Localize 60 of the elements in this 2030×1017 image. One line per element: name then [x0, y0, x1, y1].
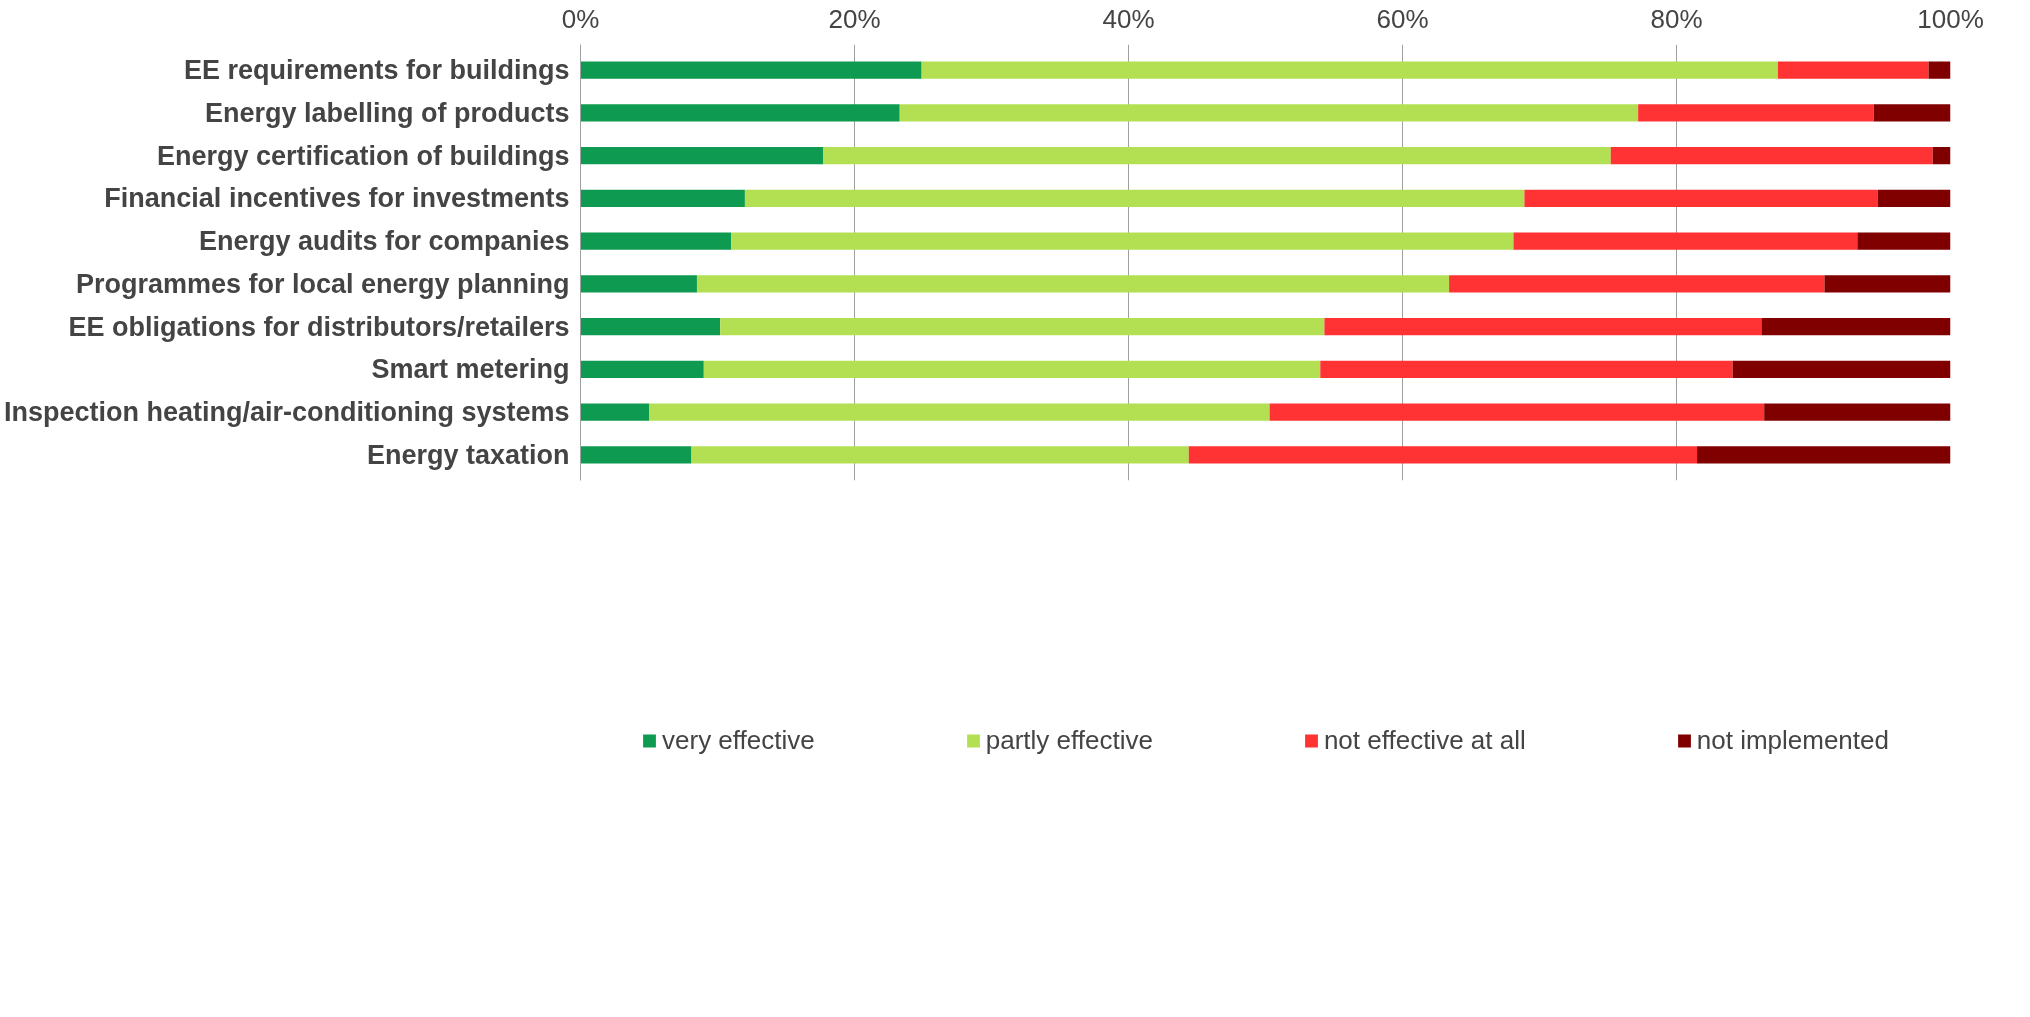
- bar: [696, 275, 1450, 293]
- bar: [1524, 189, 1878, 207]
- y-tick-label: Financial incentives for investments: [104, 183, 570, 214]
- bar: [580, 189, 745, 207]
- bar: [580, 403, 649, 421]
- bar: [1824, 275, 1951, 293]
- bar: [580, 147, 823, 165]
- bar: [1320, 360, 1733, 378]
- x-tick-label: 40%: [1102, 3, 1155, 34]
- legend-label: not effective at all: [1323, 724, 1526, 756]
- bar: [1777, 61, 1929, 79]
- bar: [899, 104, 1639, 122]
- bar: [580, 104, 900, 122]
- y-tick-label: Energy audits for companies: [198, 226, 570, 257]
- bar: [1732, 360, 1951, 378]
- y-tick-label: EE requirements for buildings: [183, 55, 570, 86]
- bar: [731, 232, 1514, 250]
- bar: [703, 360, 1321, 378]
- bar: [580, 318, 721, 336]
- bar: [1857, 232, 1951, 250]
- bar: [1928, 61, 1951, 79]
- bar: [580, 61, 922, 79]
- y-tick-label: Energy certification of buildings: [156, 140, 570, 171]
- legend-label: not implemented: [1696, 724, 1889, 756]
- bar: [1188, 446, 1698, 464]
- bar: [720, 318, 1325, 336]
- y-tick-label: Programmes for local energy planning: [75, 268, 570, 299]
- bar: [1873, 104, 1951, 122]
- x-tick-label: 80%: [1650, 3, 1703, 34]
- bar: [1513, 232, 1858, 250]
- bar: [580, 232, 732, 250]
- y-tick-label: EE obligations for distributors/retailers: [68, 311, 570, 342]
- y-tick-label: Energy taxation: [366, 439, 570, 470]
- x-tick-label: 0%: [561, 3, 600, 34]
- bar: [580, 360, 704, 378]
- bar: [1932, 147, 1951, 165]
- bar: [649, 403, 1270, 421]
- bar: [580, 446, 692, 464]
- bar: [1269, 403, 1765, 421]
- bar: [1697, 446, 1951, 464]
- bar: [1324, 318, 1762, 336]
- x-tick-label: 60%: [1376, 3, 1429, 34]
- bar: [1764, 403, 1951, 421]
- y-tick-label: Smart metering: [371, 354, 570, 385]
- y-tick-label: Inspection heating/air-conditioning systems: [3, 397, 570, 428]
- x-tick-label: 20%: [828, 3, 881, 34]
- bar: [1610, 147, 1933, 165]
- bar: [744, 189, 1525, 207]
- bar: [1638, 104, 1874, 122]
- y-tick-label: Energy labelling of products: [204, 97, 570, 128]
- bar: [1761, 318, 1951, 336]
- bar: [580, 275, 697, 293]
- bar: [1877, 189, 1951, 207]
- bar: [822, 147, 1611, 165]
- bar: [691, 446, 1189, 464]
- legend-label: very effective: [662, 724, 815, 756]
- bar: [921, 61, 1778, 79]
- legend-label: partly effective: [985, 724, 1153, 756]
- x-tick-label: 100%: [1917, 3, 1984, 34]
- bar: [1449, 275, 1825, 293]
